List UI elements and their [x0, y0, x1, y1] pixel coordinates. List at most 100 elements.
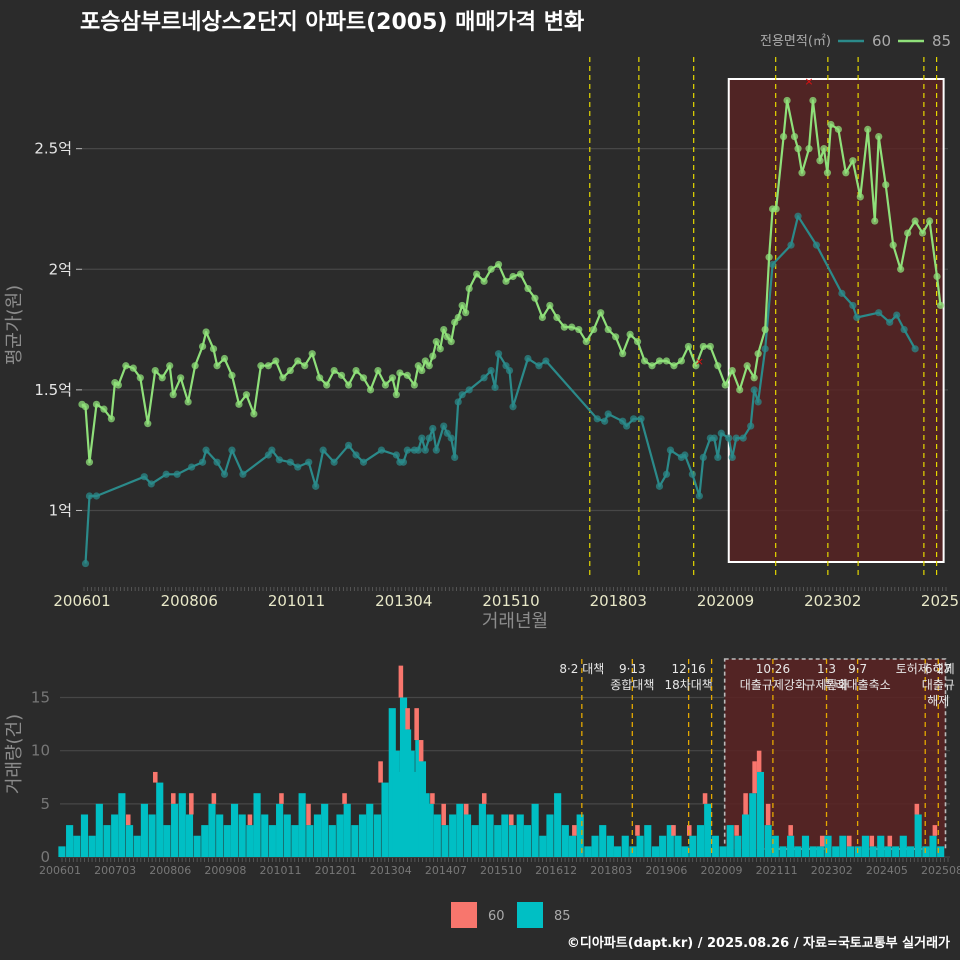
data-point-85 — [166, 362, 174, 370]
data-point-85 — [107, 415, 115, 423]
volume-bar-85 — [95, 803, 103, 857]
volume-bar-85 — [456, 803, 464, 857]
data-point-85 — [388, 374, 397, 382]
volume-bar-85 — [794, 846, 802, 857]
data-point-85 — [81, 403, 90, 411]
data-point-60 — [425, 434, 433, 442]
data-point-60 — [900, 325, 908, 334]
data-point-60 — [725, 434, 733, 442]
volume-bar-85 — [366, 803, 374, 857]
data-point-85 — [662, 357, 671, 365]
volume-bar-60 — [378, 761, 383, 783]
volume-bar-85 — [741, 814, 750, 857]
data-point-85 — [436, 345, 444, 353]
data-point-85 — [272, 357, 280, 365]
data-point-85 — [235, 400, 243, 408]
data-point-85 — [754, 350, 762, 358]
volume-bar-60 — [279, 793, 284, 804]
volume-bar-85 — [404, 729, 412, 857]
volume-bar-85 — [696, 825, 705, 857]
data-point-85 — [392, 391, 400, 399]
volume-bar-85 — [531, 803, 539, 857]
data-point-85 — [816, 157, 824, 165]
data-point-85 — [619, 350, 627, 358]
volume-bar-60 — [481, 793, 487, 804]
data-point-60 — [535, 362, 543, 370]
data-point-85 — [582, 338, 590, 346]
volume-bar-60 — [702, 793, 708, 804]
volume-bar-85 — [621, 835, 629, 857]
volume-bar-85 — [899, 835, 907, 857]
volume-bar-85 — [599, 825, 607, 857]
volume-bar-85 — [726, 825, 734, 857]
volume-bar-60 — [405, 708, 410, 730]
data-point-60 — [761, 345, 769, 353]
data-point-60 — [619, 417, 627, 425]
data-point-85 — [213, 362, 221, 370]
volume-bar-85 — [283, 814, 291, 857]
data-point-85 — [790, 132, 799, 141]
price-y-tick-label: 1.5억 — [34, 381, 72, 399]
volume-bar-85 — [568, 835, 577, 857]
data-point-85 — [359, 374, 368, 382]
volume-bar-85 — [809, 846, 817, 857]
data-point-85 — [699, 342, 707, 351]
volume-bar-85 — [584, 846, 592, 857]
data-point-60 — [787, 241, 795, 249]
policy-label: 규제완화 — [804, 678, 848, 692]
volume-bar-85 — [704, 803, 712, 857]
volume-bar-85 — [422, 793, 430, 857]
data-point-60 — [319, 446, 327, 454]
data-point-85 — [158, 374, 166, 382]
data-point-85 — [721, 381, 729, 389]
volume-bar-85 — [223, 825, 231, 857]
data-point-85 — [871, 217, 879, 225]
volume-bar-85 — [125, 825, 134, 857]
volume-bar-60 — [743, 793, 748, 815]
volume-bar-85 — [111, 814, 119, 857]
volume-bar-85 — [118, 793, 126, 857]
data-point-85 — [553, 313, 561, 322]
data-point-85 — [655, 357, 664, 365]
data-point-60 — [666, 446, 675, 454]
data-point-60 — [213, 458, 221, 466]
data-point-60 — [893, 311, 901, 319]
data-point-85 — [151, 366, 159, 375]
volume-bar-85 — [523, 825, 532, 857]
volume-bar-85 — [636, 835, 644, 857]
volume-bar-85 — [771, 835, 779, 857]
volume-bar-85 — [418, 761, 427, 857]
policy-label: 대출규 — [922, 678, 955, 692]
data-point-60 — [714, 453, 722, 461]
data-point-85 — [560, 323, 568, 331]
data-point-85 — [458, 301, 466, 310]
data-point-60 — [220, 470, 229, 478]
data-point-60 — [286, 458, 294, 466]
volume-x-tick-label: 202111 — [756, 864, 798, 877]
data-point-60 — [630, 415, 638, 423]
volume-bar-85 — [253, 793, 261, 857]
volume-bar-85 — [846, 846, 855, 857]
volume-bar-60 — [756, 750, 762, 772]
price-legend: 전용면적(㎡) 60 85 — [760, 32, 951, 50]
data-point-85 — [421, 357, 429, 365]
data-point-60 — [509, 403, 517, 411]
volume-bar-85 — [306, 825, 314, 857]
price-x-tick-label: 201011 — [268, 592, 325, 610]
volume-bar-85 — [816, 846, 824, 857]
data-point-85 — [136, 374, 144, 382]
volume-bar-85 — [561, 825, 569, 857]
data-point-60 — [458, 391, 466, 399]
policy-label: 대출규제강화 — [740, 678, 806, 692]
data-point-85 — [429, 352, 437, 360]
data-point-85 — [728, 366, 736, 375]
data-point-85 — [440, 325, 448, 334]
policy-label: 1·3 — [817, 662, 836, 676]
data-point-85 — [443, 333, 451, 341]
cancelled-trade-marker: × — [695, 355, 704, 368]
data-point-85 — [750, 374, 758, 382]
price-y-tick-label: 2.5억 — [34, 140, 72, 158]
data-point-60 — [305, 458, 313, 466]
